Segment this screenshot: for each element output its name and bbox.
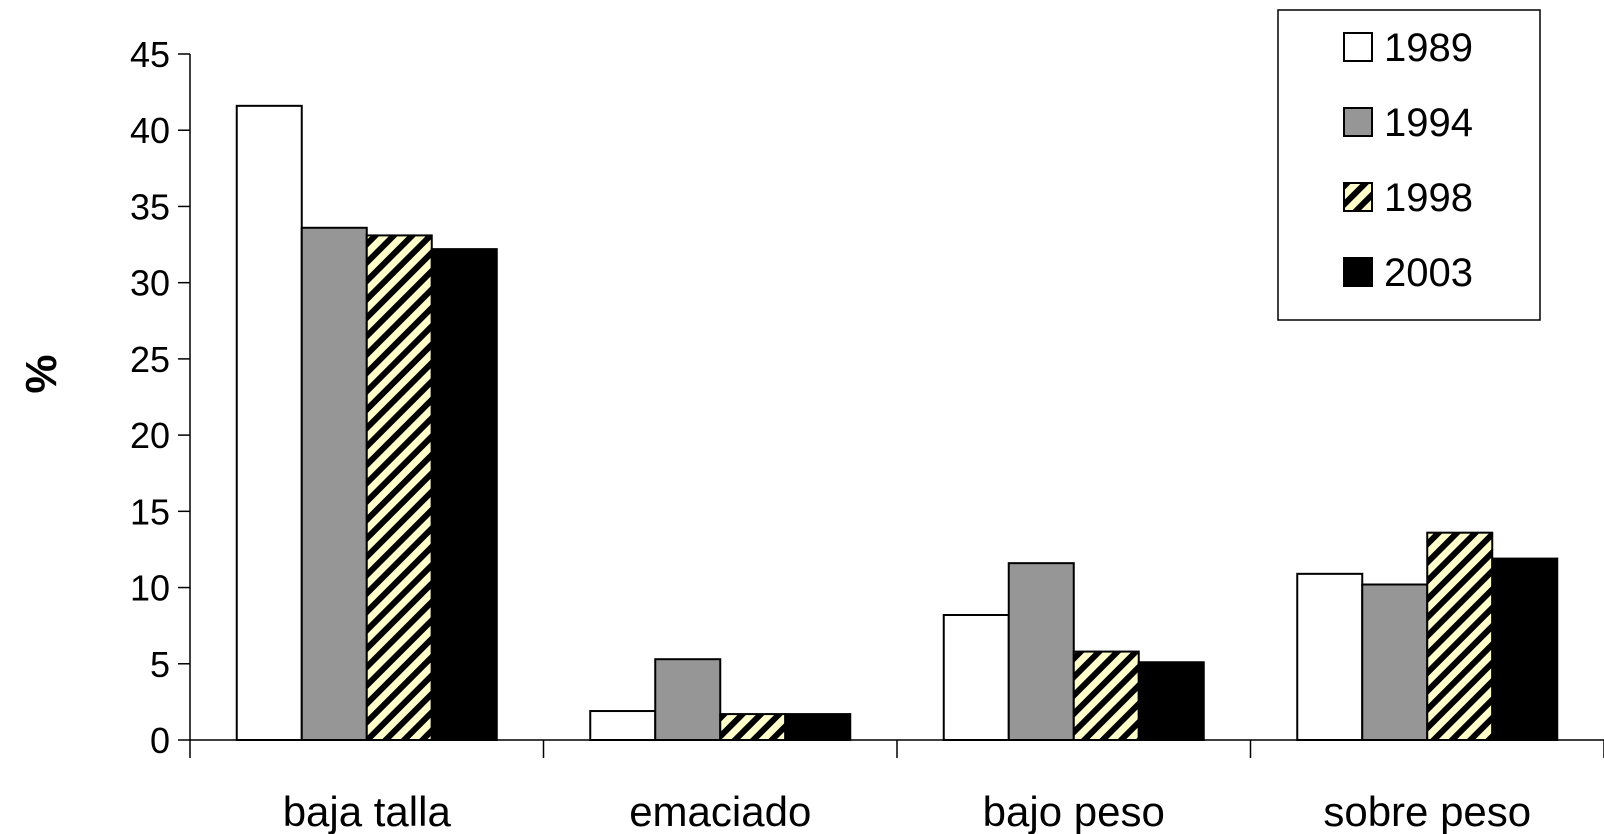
y-tick-label: 30 — [130, 263, 170, 304]
x-category-label: emaciado — [629, 788, 811, 834]
bar-1994-emaciado — [654, 658, 722, 742]
legend-swatch — [1343, 32, 1373, 62]
legend-swatch — [1343, 182, 1373, 212]
bar-1989-baja-talla — [235, 104, 303, 741]
legend-label: 1998 — [1384, 176, 1473, 220]
x-category-label: baja talla — [283, 788, 452, 834]
bar-1998-sobre-peso — [1426, 531, 1494, 741]
bar-1994-bajo-peso — [1007, 562, 1075, 741]
y-tick-label: 35 — [130, 186, 170, 227]
y-tick-label: 10 — [130, 568, 170, 609]
chart-labels: 0 5 10 15 20 25 30 35 40 45 baja talla emaciado bajo… — [130, 34, 1531, 834]
bar-2003-sobre-peso — [1491, 557, 1559, 742]
legend: 1989 1994 1998 2003 — [1277, 9, 1541, 321]
x-category-label: sobre peso — [1323, 788, 1531, 834]
bar-2003-emaciado — [784, 713, 852, 742]
legend-label: 1994 — [1384, 101, 1473, 145]
y-tick-label: 20 — [130, 415, 170, 456]
legend-label: 1989 — [1384, 26, 1473, 70]
y-tick-label: 45 — [130, 34, 170, 75]
legend-swatch — [1343, 107, 1373, 137]
bar-1989-emaciado — [589, 710, 657, 742]
legend-label: 2003 — [1384, 251, 1473, 295]
chart-bars — [235, 104, 1559, 742]
bar-1989-sobre-peso — [1296, 572, 1364, 742]
legend-swatch — [1343, 257, 1373, 287]
y-tick-label: 0 — [150, 720, 170, 761]
bar-1994-baja-talla — [300, 226, 368, 741]
y-tick-label: 40 — [130, 110, 170, 151]
y-tick-label: 15 — [130, 491, 170, 532]
bar-1998-baja-talla — [365, 234, 433, 742]
bar-1989-bajo-peso — [942, 613, 1010, 741]
legend-box — [1277, 9, 1541, 321]
bar-2003-baja-talla — [430, 248, 498, 742]
bar-1994-sobre-peso — [1361, 583, 1429, 741]
bar-1998-emaciado — [719, 713, 787, 742]
bar-2003-bajo-peso — [1137, 661, 1205, 742]
bar-1998-bajo-peso — [1072, 650, 1140, 741]
y-tick-label: 5 — [150, 644, 170, 685]
y-axis-label: % — [17, 354, 66, 393]
x-category-label: bajo peso — [983, 788, 1165, 834]
y-tick-label: 25 — [130, 339, 170, 380]
